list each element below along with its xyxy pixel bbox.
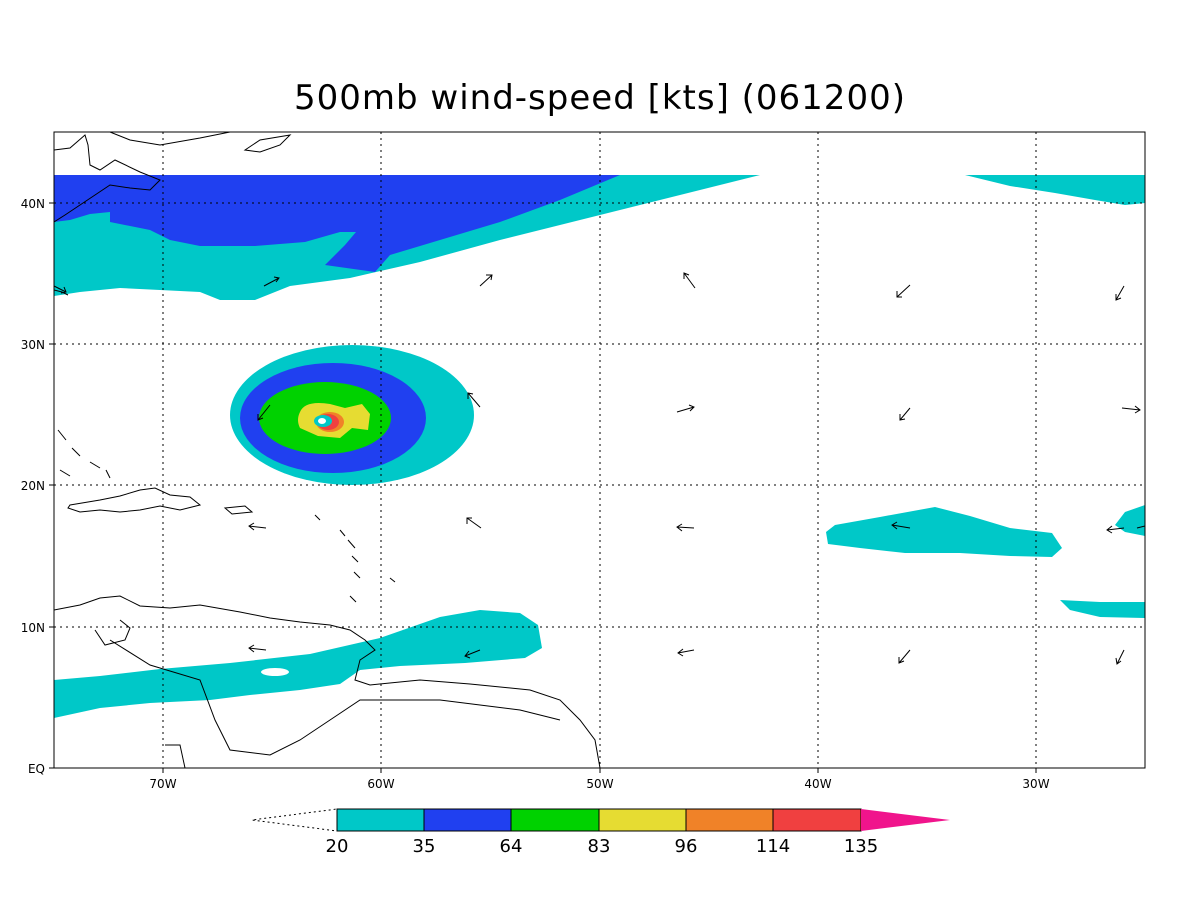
lon-label: 60W — [367, 777, 394, 791]
lon-label: 30W — [1022, 777, 1049, 791]
central-america-coast — [94, 619, 131, 646]
lon-label: 70W — [149, 777, 176, 791]
lat-axis-labels: 40N 30N 20N 10N EQ — [21, 197, 45, 776]
canada-coast — [109, 132, 231, 146]
lat-label: 40N — [21, 197, 45, 211]
coastlines — [54, 132, 601, 768]
colorbar-under-triangle — [251, 808, 338, 832]
wind-arrow — [1115, 649, 1125, 665]
lat-label: 30N — [21, 338, 45, 352]
lon-axis-labels: 70W 60W 50W 40W 30W — [149, 777, 1049, 791]
south-america-borders — [109, 639, 561, 756]
wind-arrow — [248, 644, 267, 653]
axis-ticks — [49, 202, 1037, 773]
lon-label: 50W — [586, 777, 613, 791]
central-band-20kt — [826, 507, 1062, 557]
puerto-rico-coast — [223, 505, 254, 515]
wind-arrow — [257, 404, 271, 421]
ne-band-20kt — [965, 175, 1145, 205]
colorbar-label: 96 — [675, 836, 698, 857]
lat-label: EQ — [28, 762, 45, 776]
wind-arrow — [464, 649, 481, 659]
jet-core-35kt — [54, 175, 620, 272]
colorbar-label: 20 — [326, 836, 349, 857]
colorbar: 20 35 64 83 96 114 135 — [251, 808, 950, 857]
wind-arrow — [1136, 525, 1146, 529]
florida-coast — [54, 289, 69, 296]
colorbar-label: 64 — [500, 836, 523, 857]
wind-arrow — [479, 274, 493, 287]
wind-arrow — [896, 284, 911, 298]
wind-arrow — [1106, 525, 1125, 534]
wind-arrow — [467, 392, 481, 408]
brazil-border — [165, 744, 186, 768]
bahamas — [57, 429, 111, 479]
south-america-coast — [54, 595, 601, 768]
wind-arrow — [683, 272, 696, 289]
east-edge-band-20kt — [1115, 505, 1145, 536]
wind-arrow — [466, 517, 482, 529]
wind-speed-shading — [54, 175, 1145, 718]
wind-arrow — [1115, 285, 1125, 301]
wind-arrow — [898, 649, 911, 664]
southern-hole — [261, 668, 289, 676]
lat-label: 20N — [21, 479, 45, 493]
wind-arrow — [677, 648, 695, 657]
colorbar-label: 83 — [588, 836, 611, 857]
wind-arrow — [899, 407, 911, 421]
map-title: 500mb wind-speed [kts] (061200) — [294, 78, 906, 118]
wind-vectors — [53, 272, 1146, 665]
colorbar-label: 114 — [756, 836, 790, 857]
hispaniola-coast — [67, 487, 202, 513]
colorbar-bin — [423, 808, 512, 832]
storm-eye-core — [318, 418, 326, 424]
wind-arrow — [676, 523, 695, 532]
nova-scotia-coast — [243, 134, 292, 153]
wind-arrow — [248, 522, 267, 531]
wind-arrow — [676, 404, 695, 413]
wind-arrow — [1121, 405, 1141, 414]
se-band-20kt — [1060, 600, 1145, 618]
us-northeast-coast — [54, 134, 161, 223]
colorbar-bin — [685, 808, 774, 832]
colorbar-bin — [598, 808, 687, 832]
wind-arrow — [53, 285, 67, 294]
colorbar-bin — [510, 808, 600, 832]
map-grid — [54, 132, 1145, 768]
colorbar-label: 35 — [413, 836, 436, 857]
southern-band-20kt — [54, 610, 542, 718]
colorbar-bin — [772, 808, 862, 832]
lat-label: 10N — [21, 621, 45, 635]
lesser-antilles — [314, 514, 396, 603]
wind-arrow — [891, 521, 911, 530]
colorbar-label: 135 — [844, 836, 878, 857]
wind-arrow — [263, 276, 280, 287]
colorbar-bin — [336, 808, 425, 832]
lon-label: 40W — [804, 777, 831, 791]
colorbar-over-triangle — [861, 809, 950, 831]
